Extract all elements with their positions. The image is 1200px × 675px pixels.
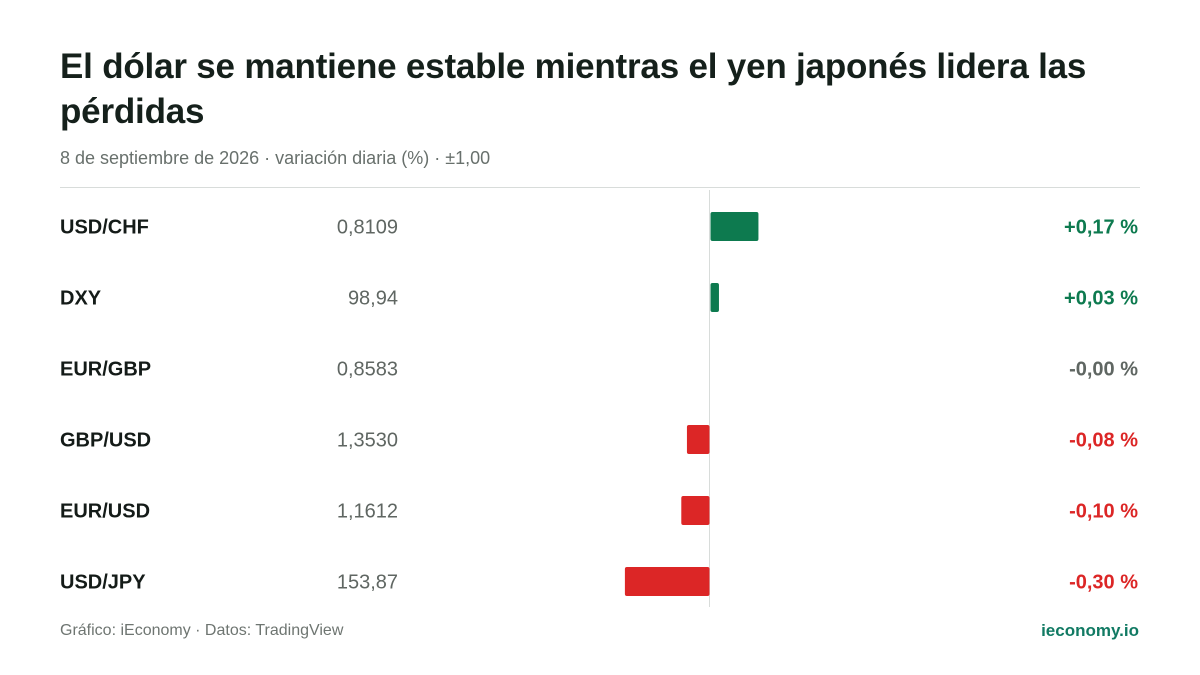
change-bar xyxy=(686,425,710,454)
change-bar xyxy=(624,567,710,596)
pair-label: EUR/GBP xyxy=(60,359,151,381)
change-value-label: -0,10 % xyxy=(1069,501,1138,523)
change-value-label: -0,30 % xyxy=(1069,572,1138,594)
pair-label: EUR/USD xyxy=(60,501,150,523)
change-value-label: +0,03 % xyxy=(1064,288,1138,310)
price-label: 153,87 xyxy=(337,572,398,594)
price-label: 1,1612 xyxy=(337,501,398,523)
pair-label: DXY xyxy=(60,288,102,310)
pair-label: USD/CHF xyxy=(60,217,149,239)
chart-title: El dólar se mantiene estable mientras el… xyxy=(60,47,1087,131)
source-credit: Gráfico: iEconomy · Datos: TradingView xyxy=(60,622,344,639)
chart-subtitle: 8 de septiembre de 2026 · variación diar… xyxy=(60,148,491,168)
change-bar xyxy=(710,283,719,312)
pair-label: GBP/USD xyxy=(60,430,151,452)
pair-label: USD/JPY xyxy=(60,572,146,594)
change-bar xyxy=(710,212,759,241)
price-label: 1,3530 xyxy=(337,430,398,452)
change-bar xyxy=(681,496,710,525)
header-divider xyxy=(60,187,1140,188)
change-value-label: -0,08 % xyxy=(1069,430,1138,452)
price-label: 0,8583 xyxy=(337,359,398,381)
brand-link[interactable]: ieconomy.io xyxy=(1041,621,1139,640)
change-value-label: -0,00 % xyxy=(1069,359,1138,381)
price-label: 0,8109 xyxy=(337,217,398,239)
price-label: 98,94 xyxy=(348,288,398,310)
change-value-label: +0,17 % xyxy=(1064,217,1138,239)
